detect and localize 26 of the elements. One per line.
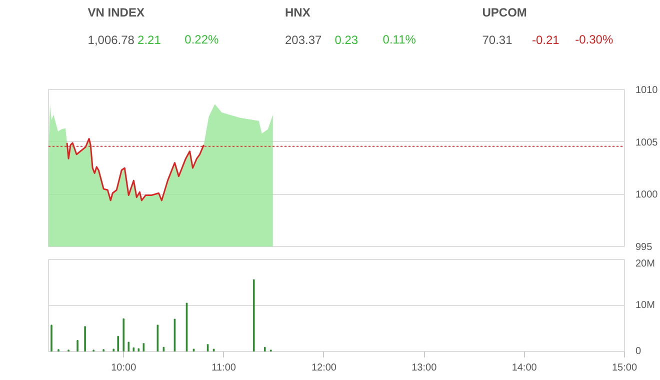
x-tick-label: 15:00	[612, 362, 638, 374]
y-tick-label: 1005	[636, 137, 658, 148]
x-tick-label: 14:00	[512, 362, 538, 374]
text: 0.23	[334, 33, 358, 47]
text: -0.30%	[575, 32, 614, 46]
text: 2.21	[138, 33, 162, 47]
text: VN INDEX	[88, 6, 144, 20]
text: 203.37	[285, 33, 322, 47]
y-tick-label: 995	[636, 242, 653, 253]
y-tick-label: 1000	[636, 190, 658, 201]
text: 0.22%	[184, 32, 220, 46]
y-tick-label: 20M	[636, 258, 655, 270]
x-tick-label: 10:00	[111, 362, 137, 374]
text: 0.11%	[382, 32, 416, 46]
text: 70.31	[482, 33, 513, 47]
x-tick-label: 12:00	[311, 362, 337, 374]
y-tick-label: 1010	[636, 85, 658, 96]
line-series	[66, 138, 205, 202]
y-tick-label: 10M	[636, 300, 655, 311]
text: 1,006.78	[88, 33, 135, 47]
y-tick-label: 0	[636, 346, 642, 357]
text: HNX	[285, 6, 310, 20]
x-tick-label: 11:00	[212, 362, 236, 374]
x-tick-label: 13:00	[412, 362, 438, 374]
text: -0.21	[532, 33, 560, 47]
text: UPCOM	[482, 6, 527, 20]
